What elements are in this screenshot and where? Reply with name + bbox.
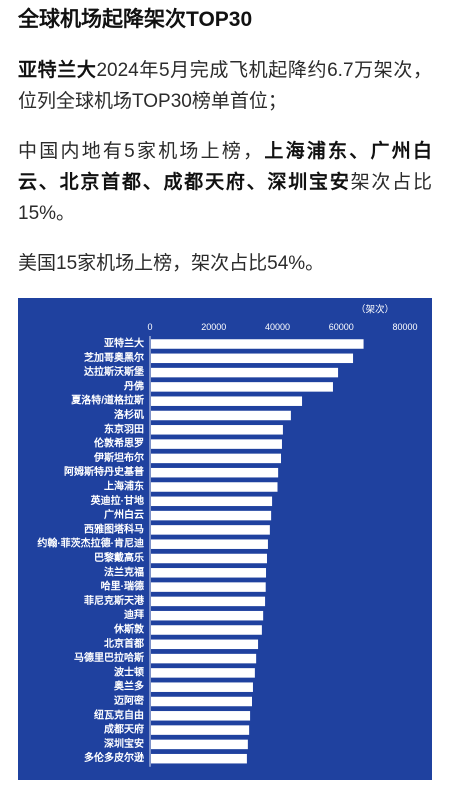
paragraph-line: 美国15家机场上榜，架次占比54%。 xyxy=(18,248,432,279)
bar xyxy=(151,625,262,635)
bar xyxy=(151,396,303,406)
category-label: 西雅图塔科马 xyxy=(84,522,144,535)
highlight-text: 云、北京首都、成都天府、深圳宝安 xyxy=(18,172,351,193)
bar xyxy=(151,639,259,650)
category-label: 迪拜 xyxy=(124,608,144,621)
axis-unit-label: （架次） xyxy=(356,304,394,316)
bar xyxy=(151,582,266,592)
bar xyxy=(151,339,364,349)
category-label: 广州白云 xyxy=(104,508,144,521)
x-tick-label: 0 xyxy=(147,322,152,332)
category-label: 休斯敦 xyxy=(113,623,145,636)
body-text: 架次占比 xyxy=(350,172,432,193)
category-label: 夏洛特/道格拉斯 xyxy=(70,394,144,407)
bar xyxy=(151,696,252,707)
bar xyxy=(151,753,247,764)
category-label: 菲尼克斯天港 xyxy=(84,594,145,607)
bar xyxy=(151,568,267,578)
bar xyxy=(151,367,339,378)
bar xyxy=(151,382,333,392)
bar xyxy=(151,682,253,692)
bar xyxy=(151,467,279,478)
category-label: 伊斯坦布尔 xyxy=(93,451,144,464)
page-title: 全球机场起降架次TOP30 xyxy=(18,8,253,31)
airport-movements-chart: （架次） 0 20000 40000 60000 80000 亚特兰大 芝加哥奥黑尔 达拉斯沃斯… xyxy=(18,298,432,780)
bar xyxy=(151,425,283,435)
x-tick-label: 40000 xyxy=(265,322,290,332)
bar xyxy=(151,353,354,364)
bar xyxy=(151,525,270,535)
category-label: 芝加哥奥黑尔 xyxy=(84,351,144,364)
bar xyxy=(151,668,255,678)
paragraph-line: 云、北京首都、成都天府、深圳宝安架次占比 xyxy=(18,167,432,198)
article-paragraph: 亚特兰大2024年5月完成飞机起降约6.7万架次， 位列全球机场TOP30榜单首位… xyxy=(18,55,432,117)
body-text: 位列全球机场TOP30榜单首位； xyxy=(18,91,287,112)
paragraph-line: 位列全球机场TOP30榜单首位； xyxy=(18,86,432,117)
bar xyxy=(151,596,266,607)
category-label: 英迪拉·甘地 xyxy=(90,494,144,507)
category-label: 达拉斯沃斯堡 xyxy=(84,365,144,378)
paragraph-line: 中国内地有5家机场上榜，上海浦东、广州白 xyxy=(18,136,432,167)
bar xyxy=(151,739,248,750)
category-label: 波士顿 xyxy=(114,665,144,678)
category-label: 东京羽田 xyxy=(104,422,144,435)
bar xyxy=(151,496,273,507)
bar xyxy=(151,453,282,464)
paragraph-line: 亚特兰大2024年5月完成飞机起降约6.7万架次， xyxy=(18,55,432,86)
bar xyxy=(151,610,264,621)
article-paragraph: 中国内地有5家机场上榜，上海浦东、广州白 云、北京首都、成都天府、深圳宝安架次占比… xyxy=(18,136,432,229)
category-label: 深圳宝安 xyxy=(104,737,144,750)
x-tick-label: 80000 xyxy=(392,322,417,332)
bar xyxy=(151,553,267,564)
body-text: 2024年5月完成飞机起降约6.7万架次， xyxy=(96,60,432,81)
category-label: 哈里·瑞德 xyxy=(101,580,144,593)
category-label: 纽瓦克自由 xyxy=(94,708,144,721)
article-paragraph: 美国15家机场上榜，架次占比54%。 xyxy=(18,248,432,279)
category-label: 上海浦东 xyxy=(104,480,144,493)
category-label: 北京首都 xyxy=(104,637,144,650)
body-text: 15%。 xyxy=(18,203,76,224)
bar xyxy=(151,482,278,492)
category-label: 迈阿密 xyxy=(114,694,144,707)
x-tick-label: 60000 xyxy=(329,322,354,332)
category-label: 法兰克福 xyxy=(104,565,144,578)
bar xyxy=(151,539,268,549)
bar xyxy=(151,725,250,735)
bar-chart-svg: （架次） 0 20000 40000 60000 80000 亚特兰大芝加哥奥黑尔达拉斯沃斯… xyxy=(18,298,432,780)
category-label: 伦敦希思罗 xyxy=(94,437,144,450)
category-label: 丹佛 xyxy=(124,379,144,392)
body-text: 中国内地有5家机场上榜， xyxy=(18,141,265,162)
bar xyxy=(151,653,257,664)
category-label: 亚特兰大 xyxy=(104,337,144,350)
category-label: 多伦多皮尔逊 xyxy=(84,751,144,764)
category-label: 约翰·菲茨杰拉德·肯尼迪 xyxy=(37,537,144,550)
body-text: 美国15家机场上榜，架次占比54%。 xyxy=(18,253,325,274)
category-label: 成都天府 xyxy=(104,723,144,736)
highlight-text: 上海浦东、广州白 xyxy=(264,141,432,162)
category-label: 马德里巴拉哈斯 xyxy=(74,651,144,664)
category-label: 洛杉矶 xyxy=(114,408,144,421)
paragraph-line: 15%。 xyxy=(18,198,432,229)
bar xyxy=(151,439,282,449)
category-label: 奥兰多 xyxy=(114,680,144,693)
bar xyxy=(151,510,272,521)
bar xyxy=(151,410,291,421)
category-label: 巴黎戴高乐 xyxy=(94,551,144,564)
category-label: 阿姆斯特丹史基普 xyxy=(64,465,144,478)
highlight-text: 亚特兰大 xyxy=(18,60,97,81)
bar xyxy=(151,711,251,721)
x-tick-label: 20000 xyxy=(201,322,226,332)
